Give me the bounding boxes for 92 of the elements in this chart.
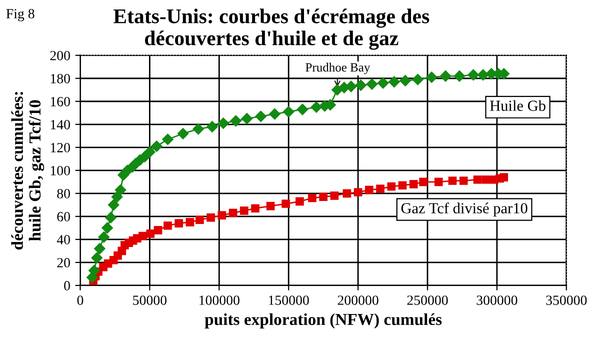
point	[355, 80, 366, 91]
point	[251, 204, 260, 213]
point	[400, 75, 411, 86]
point	[105, 212, 116, 224]
point	[398, 181, 407, 190]
point	[308, 194, 316, 202]
x-tick-label: 350000	[546, 296, 587, 305]
x-tick-label: 50000	[133, 296, 167, 305]
point	[310, 102, 322, 113]
point	[419, 178, 428, 186]
x-tick-label: 0	[77, 296, 84, 305]
point	[177, 128, 189, 140]
point	[412, 74, 424, 86]
point	[426, 72, 438, 83]
point	[138, 232, 147, 240]
point	[282, 200, 290, 208]
x-tick-label: 150000	[268, 296, 309, 305]
point	[192, 123, 204, 135]
y-tick-label: 200	[50, 50, 70, 60]
point	[255, 110, 266, 122]
point	[269, 108, 280, 120]
point	[196, 216, 204, 224]
series-label: Huile Gb	[490, 100, 546, 111]
point	[354, 188, 362, 196]
y-tick-label: 140	[50, 120, 70, 130]
point	[296, 197, 304, 206]
point	[296, 104, 308, 116]
point	[266, 202, 275, 210]
y-tick-label: 20	[57, 258, 70, 268]
y-tick-label: 120	[50, 142, 70, 152]
point	[218, 118, 229, 129]
point	[91, 252, 103, 264]
point	[454, 70, 466, 82]
point	[459, 176, 468, 185]
point	[364, 186, 374, 194]
x-tick-label: 250000	[407, 296, 448, 305]
chart-title: Etats-Unis: courbes d'écrémage des découvertes d'huile et de gaz	[114, 8, 430, 50]
y-tick-label: 80	[57, 188, 70, 198]
point	[228, 208, 238, 218]
annotation: Prudhoe Bay	[306, 62, 370, 74]
x-tick-label: 100000	[200, 296, 240, 305]
point	[377, 77, 389, 89]
point	[88, 264, 100, 276]
point	[366, 78, 378, 90]
point	[111, 191, 123, 202]
point	[330, 192, 339, 200]
point	[388, 76, 400, 88]
point	[477, 69, 489, 81]
point	[387, 182, 396, 191]
point	[186, 218, 194, 226]
point	[282, 106, 294, 118]
point	[434, 178, 443, 186]
point	[376, 184, 384, 193]
y-tick-label: 160	[50, 96, 70, 106]
point	[206, 213, 215, 222]
point	[482, 175, 490, 184]
caption: Fig 8	[6, 9, 34, 22]
series-label: Gaz Tcf divisé par10	[401, 202, 528, 217]
point	[144, 146, 156, 158]
point	[108, 199, 120, 211]
point	[409, 180, 418, 188]
point	[164, 221, 172, 230]
x-tick-label: 200000	[338, 296, 378, 305]
point	[146, 230, 155, 238]
point	[241, 113, 253, 124]
y-tick-label: 100	[50, 166, 70, 176]
point	[440, 70, 452, 82]
point	[448, 176, 457, 185]
point	[230, 115, 242, 127]
point	[473, 175, 482, 184]
point	[500, 173, 508, 182]
y-tick-label: 180	[50, 74, 70, 84]
point	[240, 206, 248, 215]
point	[151, 140, 162, 152]
y-tick-label: 0	[64, 281, 70, 290]
point	[114, 184, 126, 196]
y-tick-label: 40	[56, 235, 70, 244]
point	[102, 222, 113, 234]
point	[319, 192, 328, 202]
point	[98, 232, 110, 243]
point	[94, 243, 106, 254]
x-axis-title: puits exploration (NFW) cumulés	[204, 313, 442, 328]
y-tick-label: 60	[57, 212, 70, 222]
point	[218, 211, 226, 220]
point	[342, 189, 352, 198]
point	[174, 219, 184, 228]
point	[162, 134, 174, 145]
y-axis-title: découvertes cumulées: huile Gb, gaz Tcf/10	[11, 92, 44, 250]
point	[206, 121, 218, 132]
point	[468, 69, 479, 81]
point	[154, 226, 162, 234]
x-tick-label: 300000	[476, 296, 518, 305]
